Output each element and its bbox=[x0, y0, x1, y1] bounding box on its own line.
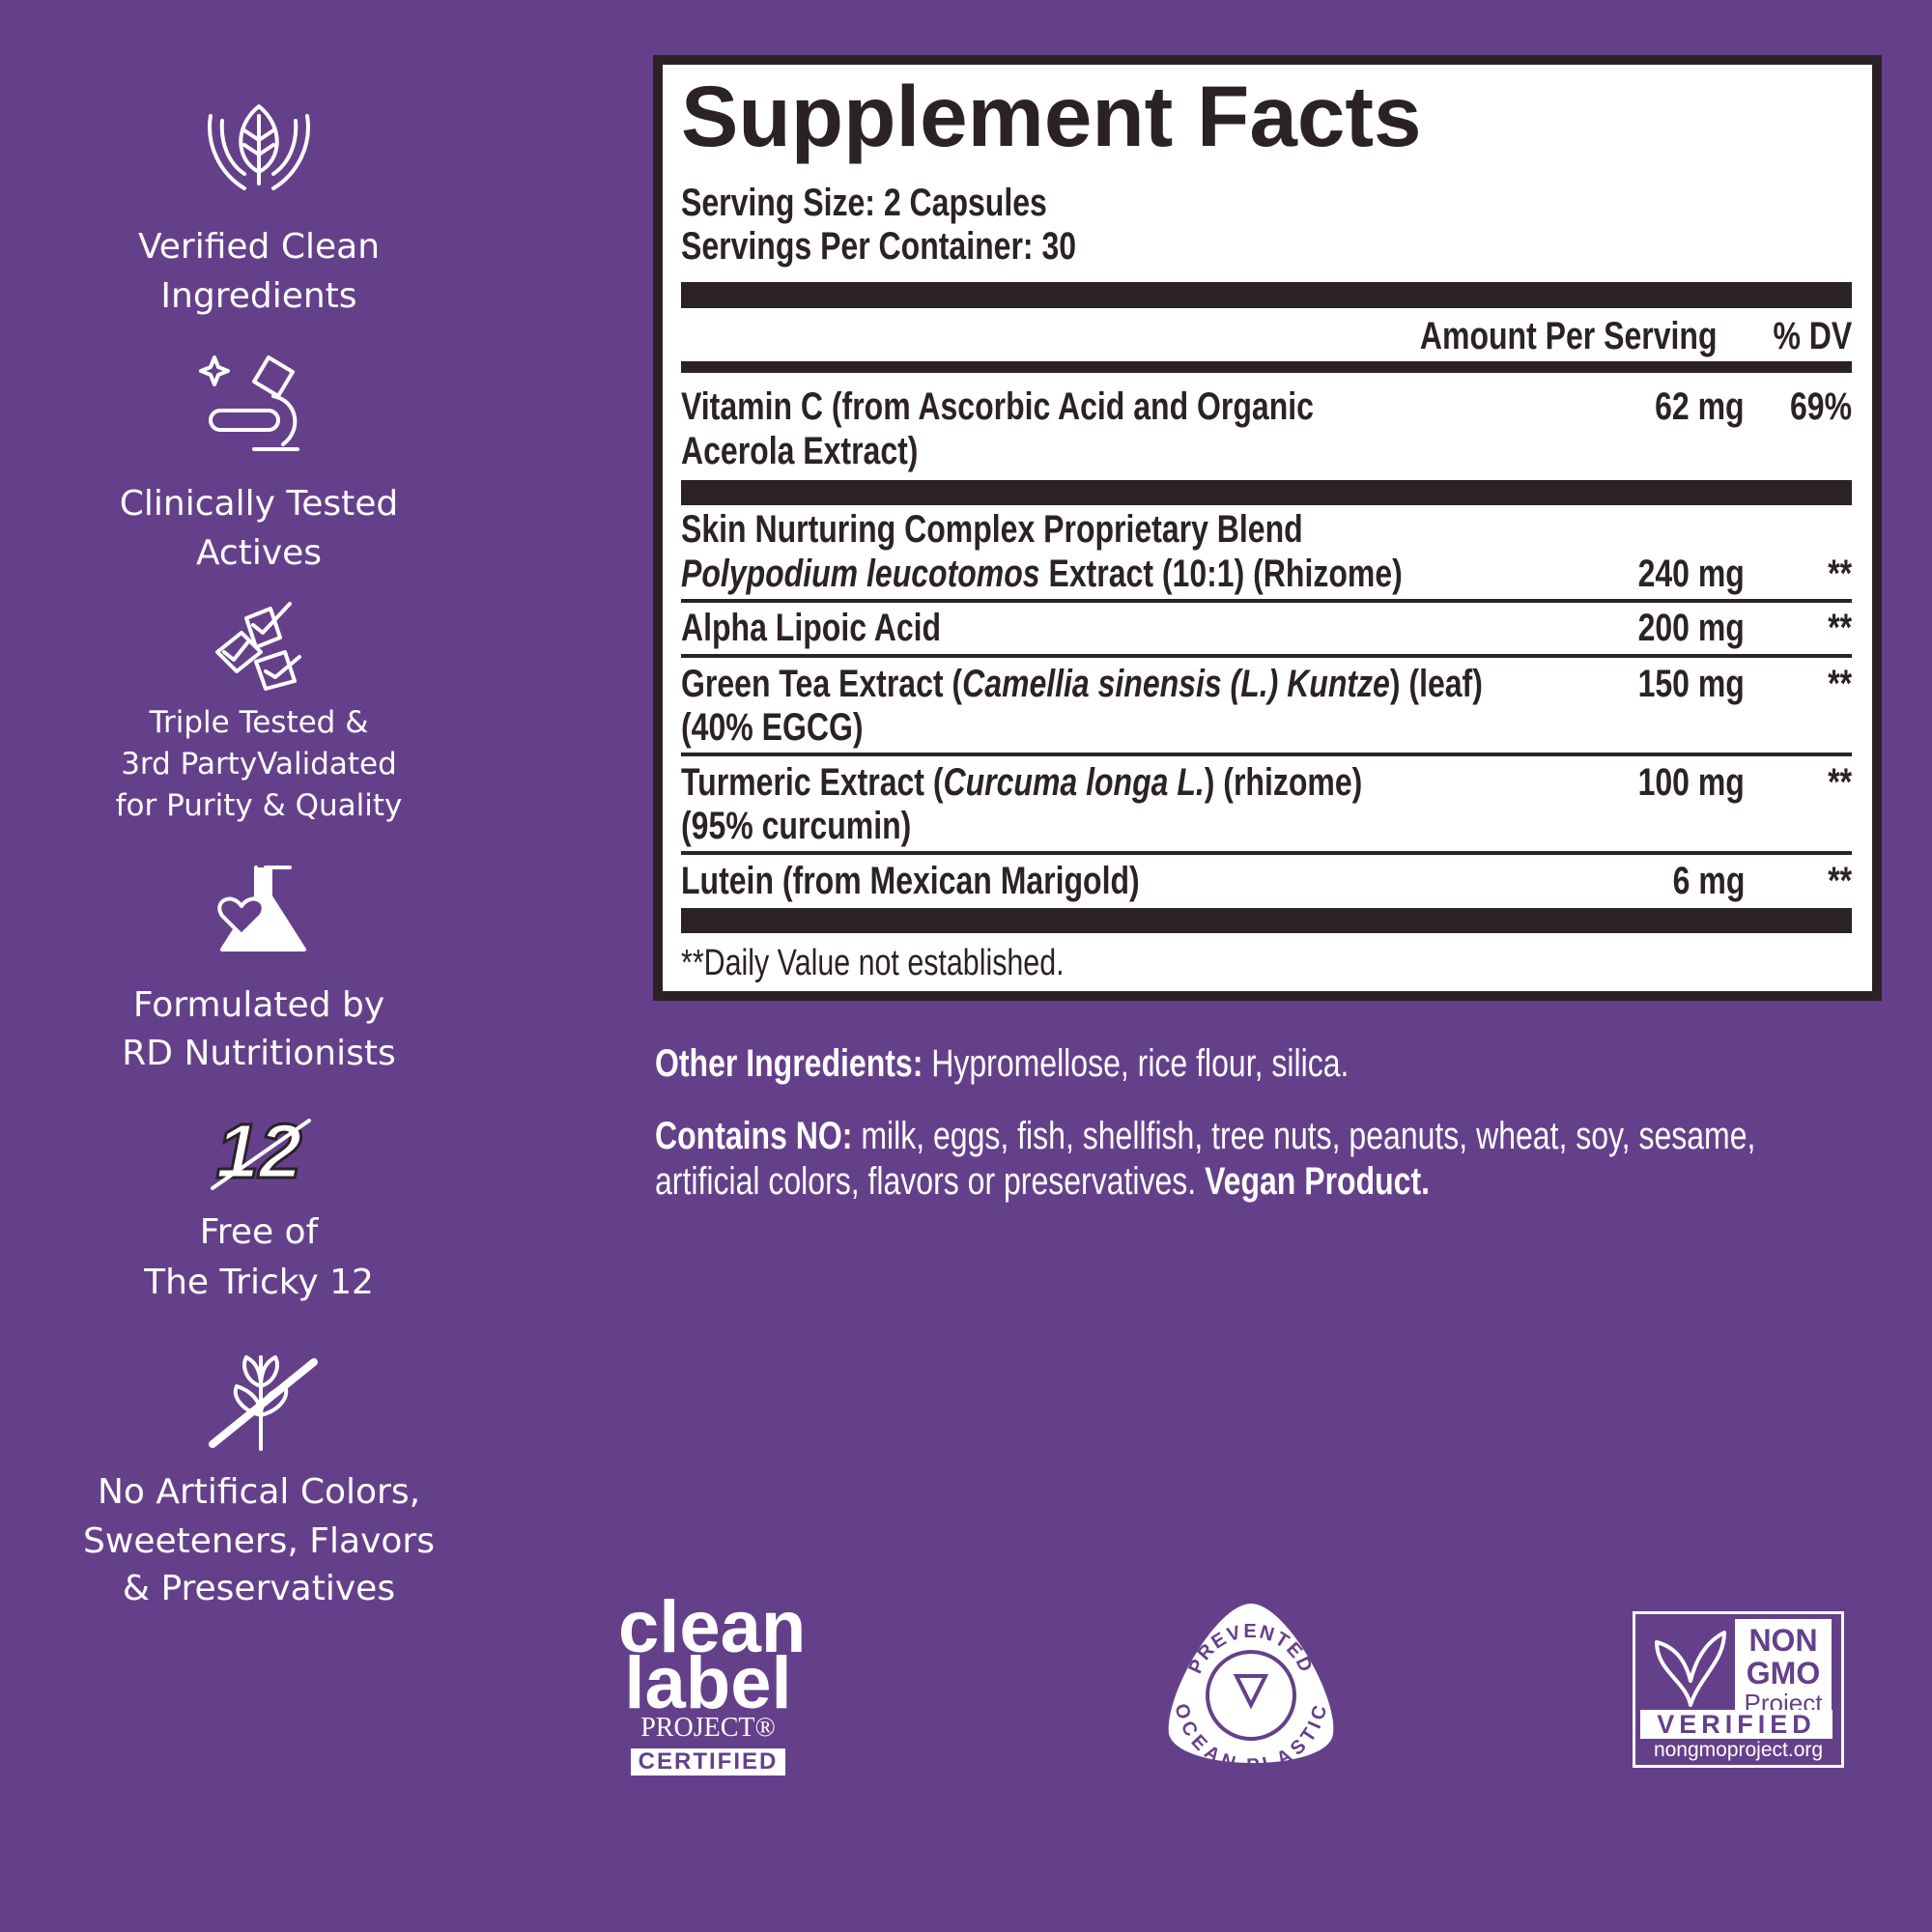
rule bbox=[681, 361, 1852, 373]
serving-size: Serving Size: 2 Capsules bbox=[681, 182, 1047, 224]
servings-per-container: Servings Per Container: 30 bbox=[681, 225, 1077, 268]
ingredient-name: Alpha Lipoic Acid bbox=[681, 607, 942, 649]
dv: ** bbox=[1828, 663, 1852, 705]
latin-name: Camellia sinensis (L.) Kuntze bbox=[962, 663, 1390, 705]
ingredient-name: Turmeric Extract (Curcuma longa L.) (rhi… bbox=[681, 763, 1362, 802]
non-gmo-url: nongmoproject.org bbox=[1653, 1739, 1824, 1761]
recycle-icon bbox=[1206, 1650, 1296, 1741]
amount-header: Amount Per Serving bbox=[1420, 315, 1718, 357]
label: Contains NO: bbox=[655, 1115, 853, 1157]
contains: Contains NO: milk, eggs, fish, shellfish… bbox=[655, 1117, 1755, 1155]
dv: ** bbox=[1828, 761, 1852, 804]
thin-rule bbox=[681, 599, 1852, 603]
feature-label: Triple Tested & bbox=[149, 705, 369, 740]
strike-line bbox=[211, 1119, 311, 1190]
non-gmo-box bbox=[1735, 1619, 1832, 1725]
label: Other Ingredients: bbox=[655, 1042, 923, 1085]
amount: 200 mg bbox=[1637, 607, 1745, 649]
non-gmo-text: NON bbox=[1748, 1623, 1818, 1658]
no-grain-icon bbox=[209, 1355, 318, 1451]
dv: ** bbox=[1828, 860, 1852, 902]
text: Hypromellose, rice flour, silica. bbox=[931, 1042, 1350, 1085]
amount: 6 mg bbox=[1672, 860, 1745, 902]
non-gmo-text: GMO bbox=[1746, 1656, 1821, 1690]
latin-name: Curcuma longa L. bbox=[943, 761, 1205, 804]
amount: 150 mg bbox=[1637, 663, 1745, 705]
text: milk, eggs, fish, shellfish, tree nuts, … bbox=[861, 1115, 1756, 1157]
other-ingredients: Other Ingredients: Hypromellose, rice fl… bbox=[655, 1044, 1349, 1083]
ingredient-name: Vitamin C (from Ascorbic Acid and Organi… bbox=[681, 385, 1314, 428]
latin-name: Polypodium leucotomos bbox=[681, 553, 1040, 595]
name-part: Green Tea Extract ( bbox=[681, 663, 963, 705]
verified-bar: VERIFIED bbox=[1640, 1710, 1833, 1739]
feature-label: RD Nutritionists bbox=[122, 1034, 396, 1073]
contains: artificial colors, flavors or preservati… bbox=[655, 1162, 1430, 1201]
clean-label-certified: CERTIFIED bbox=[631, 1748, 785, 1776]
feature-label: Formulated by bbox=[132, 985, 385, 1025]
thick-rule bbox=[681, 282, 1852, 308]
feature-label: Verified Clean bbox=[137, 227, 381, 267]
badge-shape bbox=[1168, 1604, 1334, 1763]
dv: ** bbox=[1828, 553, 1852, 595]
feature-label: & Preservatives bbox=[122, 1569, 396, 1608]
feature-label: No Artifical Colors, bbox=[97, 1472, 421, 1512]
ingredient-name: (40% EGCG) bbox=[681, 706, 864, 749]
name-part: ) (rhizome) bbox=[1204, 761, 1363, 804]
feature-label: 3rd PartyValidated bbox=[121, 747, 397, 781]
amount: 240 mg bbox=[1637, 553, 1745, 595]
dv: ** bbox=[1828, 607, 1852, 649]
hands-leaf-icon bbox=[208, 104, 310, 190]
name-part: Extract (10:1) (Rhizome) bbox=[1048, 553, 1403, 595]
feature-label: Ingredients bbox=[160, 276, 357, 316]
thick-rule bbox=[681, 908, 1852, 933]
ocean-plastic-badge: PREVENTED OCEAN PLASTIC bbox=[1168, 1604, 1334, 1776]
feature-label: Sweeteners, Flavors bbox=[83, 1521, 435, 1561]
feature-label: The Tricky 12 bbox=[144, 1263, 374, 1302]
ingredient-name: Lutein (from Mexican Marigold) bbox=[681, 860, 1140, 902]
feature-label: Free of bbox=[199, 1212, 319, 1252]
microscope-icon bbox=[199, 355, 299, 451]
thick-rule bbox=[681, 480, 1852, 505]
clean-label-project: PROJECT® bbox=[640, 1713, 776, 1743]
name-part: Turmeric Extract ( bbox=[681, 761, 944, 804]
clean-label-word: clean bbox=[618, 1586, 807, 1668]
text: artificial colors, flavors or preservati… bbox=[655, 1160, 1197, 1203]
ingredient-name: Polypodium leucotomos Extract (10:1) (Rh… bbox=[681, 554, 1403, 593]
facts-panel bbox=[653, 55, 1882, 1001]
blend-name: Skin Nurturing Complex Proprietary Blend bbox=[681, 508, 1303, 551]
clean-label-word: label bbox=[624, 1642, 792, 1724]
feature-label: Actives bbox=[195, 533, 323, 573]
flask-heart-icon bbox=[217, 866, 306, 952]
feature-label: for Purity & Quality bbox=[115, 788, 403, 823]
butterfly-icon bbox=[1655, 1631, 1726, 1707]
dv-header: % DV bbox=[1773, 315, 1852, 357]
ingredient-name: Green Tea Extract (Camellia sinensis (L.… bbox=[681, 665, 1483, 703]
thin-rule bbox=[681, 851, 1852, 855]
thin-rule bbox=[681, 753, 1852, 756]
feature-label: Clinically Tested bbox=[119, 484, 399, 524]
dv: 69% bbox=[1789, 385, 1852, 428]
non-gmo-badge bbox=[1633, 1611, 1844, 1768]
amount: 100 mg bbox=[1637, 761, 1745, 804]
thin-rule bbox=[681, 654, 1852, 658]
footnote: **Daily Value not established. bbox=[681, 943, 1065, 983]
recycle-icon bbox=[1233, 1674, 1269, 1710]
vegan-note: Vegan Product. bbox=[1205, 1160, 1431, 1203]
ingredient-name: (95% curcumin) bbox=[681, 805, 912, 847]
name-part: ) (leaf) bbox=[1389, 663, 1483, 705]
facts-title: Supplement Facts bbox=[681, 68, 1422, 164]
amount: 62 mg bbox=[1655, 385, 1745, 428]
ingredient-name: Acerola Extract) bbox=[681, 430, 919, 472]
checklist-icon bbox=[215, 602, 301, 691]
